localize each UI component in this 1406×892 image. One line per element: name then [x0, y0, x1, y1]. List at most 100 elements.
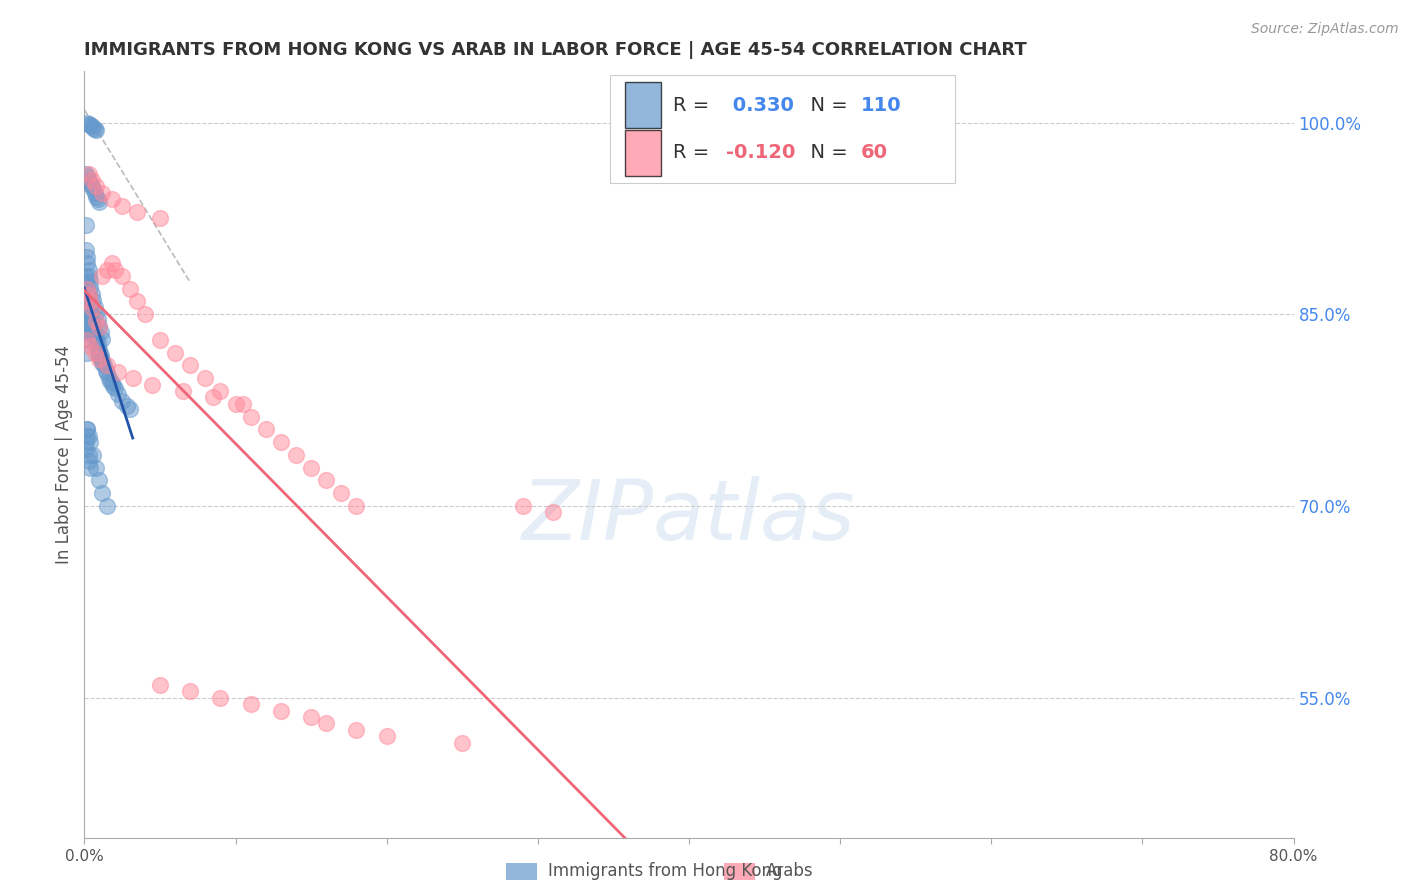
Point [87, 192, 110, 206]
Point [346, 499, 368, 513]
Point [80, 286, 103, 301]
Point [101, 379, 124, 393]
Point [75, 275, 97, 289]
Point [100, 256, 122, 270]
Point [75, 333, 97, 347]
Point [84, 186, 107, 200]
Point [254, 422, 277, 436]
Point [89, 352, 111, 367]
Point [89, 345, 111, 359]
Point [76, 320, 98, 334]
Bar [506, 863, 537, 880]
Point [89, 348, 111, 362]
Point [76, 294, 98, 309]
Point [84, 330, 107, 344]
Point [77, 268, 100, 283]
Point [86, 123, 108, 137]
Point [165, 345, 187, 359]
Point [121, 371, 143, 385]
Point [77, 117, 100, 131]
Point [97, 371, 120, 385]
Point [82, 293, 104, 308]
Point [86, 189, 108, 203]
Point [375, 729, 398, 743]
Point [201, 391, 224, 405]
Point [75, 218, 97, 232]
Point [75, 268, 97, 283]
Point [75, 313, 97, 327]
Point [77, 262, 100, 277]
FancyBboxPatch shape [624, 129, 661, 176]
Point [315, 716, 337, 731]
Point [209, 384, 232, 398]
Point [127, 205, 149, 219]
Point [100, 376, 122, 391]
Point [91, 486, 114, 500]
Point [76, 115, 98, 129]
Point [149, 211, 172, 226]
Point [76, 429, 98, 443]
Point [76, 313, 98, 327]
Y-axis label: In Labor Force | Age 45-54: In Labor Force | Age 45-54 [55, 345, 73, 565]
Text: -0.120: -0.120 [727, 143, 796, 162]
Point [77, 288, 100, 302]
FancyBboxPatch shape [610, 75, 955, 183]
Point [76, 169, 98, 184]
Point [76, 282, 98, 296]
Point [76, 422, 98, 436]
Point [299, 460, 322, 475]
Point [82, 316, 104, 330]
Point [93, 359, 115, 373]
Point [179, 684, 201, 698]
Point [76, 279, 98, 293]
Point [90, 348, 112, 362]
Text: Source: ZipAtlas.com: Source: ZipAtlas.com [1251, 22, 1399, 37]
Point [127, 294, 149, 309]
Point [115, 400, 138, 414]
Point [79, 313, 101, 327]
Point [134, 307, 156, 321]
Point [149, 333, 172, 347]
Point [79, 320, 101, 334]
Point [86, 330, 108, 344]
Text: R =: R = [673, 143, 716, 162]
Point [79, 297, 101, 311]
Point [299, 710, 322, 724]
Point [141, 377, 163, 392]
Point [541, 506, 564, 520]
Point [77, 288, 100, 302]
Point [86, 306, 108, 320]
Point [239, 698, 262, 712]
Point [79, 177, 101, 191]
Point [91, 353, 114, 368]
Point [75, 326, 97, 341]
Point [77, 167, 100, 181]
Point [82, 448, 104, 462]
Point [77, 173, 100, 187]
Point [89, 194, 111, 209]
Point [76, 288, 98, 302]
Point [172, 384, 194, 398]
Text: 60: 60 [860, 143, 887, 162]
Point [79, 301, 101, 315]
Point [96, 262, 118, 277]
Point [232, 397, 254, 411]
Point [315, 474, 337, 488]
Point [91, 268, 114, 283]
Point [94, 363, 117, 377]
Point [79, 339, 101, 353]
Point [89, 320, 111, 334]
Bar [724, 863, 755, 880]
Point [270, 704, 292, 718]
Point [80, 307, 103, 321]
Point [77, 326, 100, 341]
Point [77, 454, 100, 468]
Point [80, 313, 103, 327]
Point [330, 486, 353, 500]
Point [77, 429, 100, 443]
Point [87, 312, 110, 326]
Point [84, 325, 107, 339]
Point [82, 182, 104, 196]
Point [451, 736, 474, 750]
Point [86, 313, 108, 327]
